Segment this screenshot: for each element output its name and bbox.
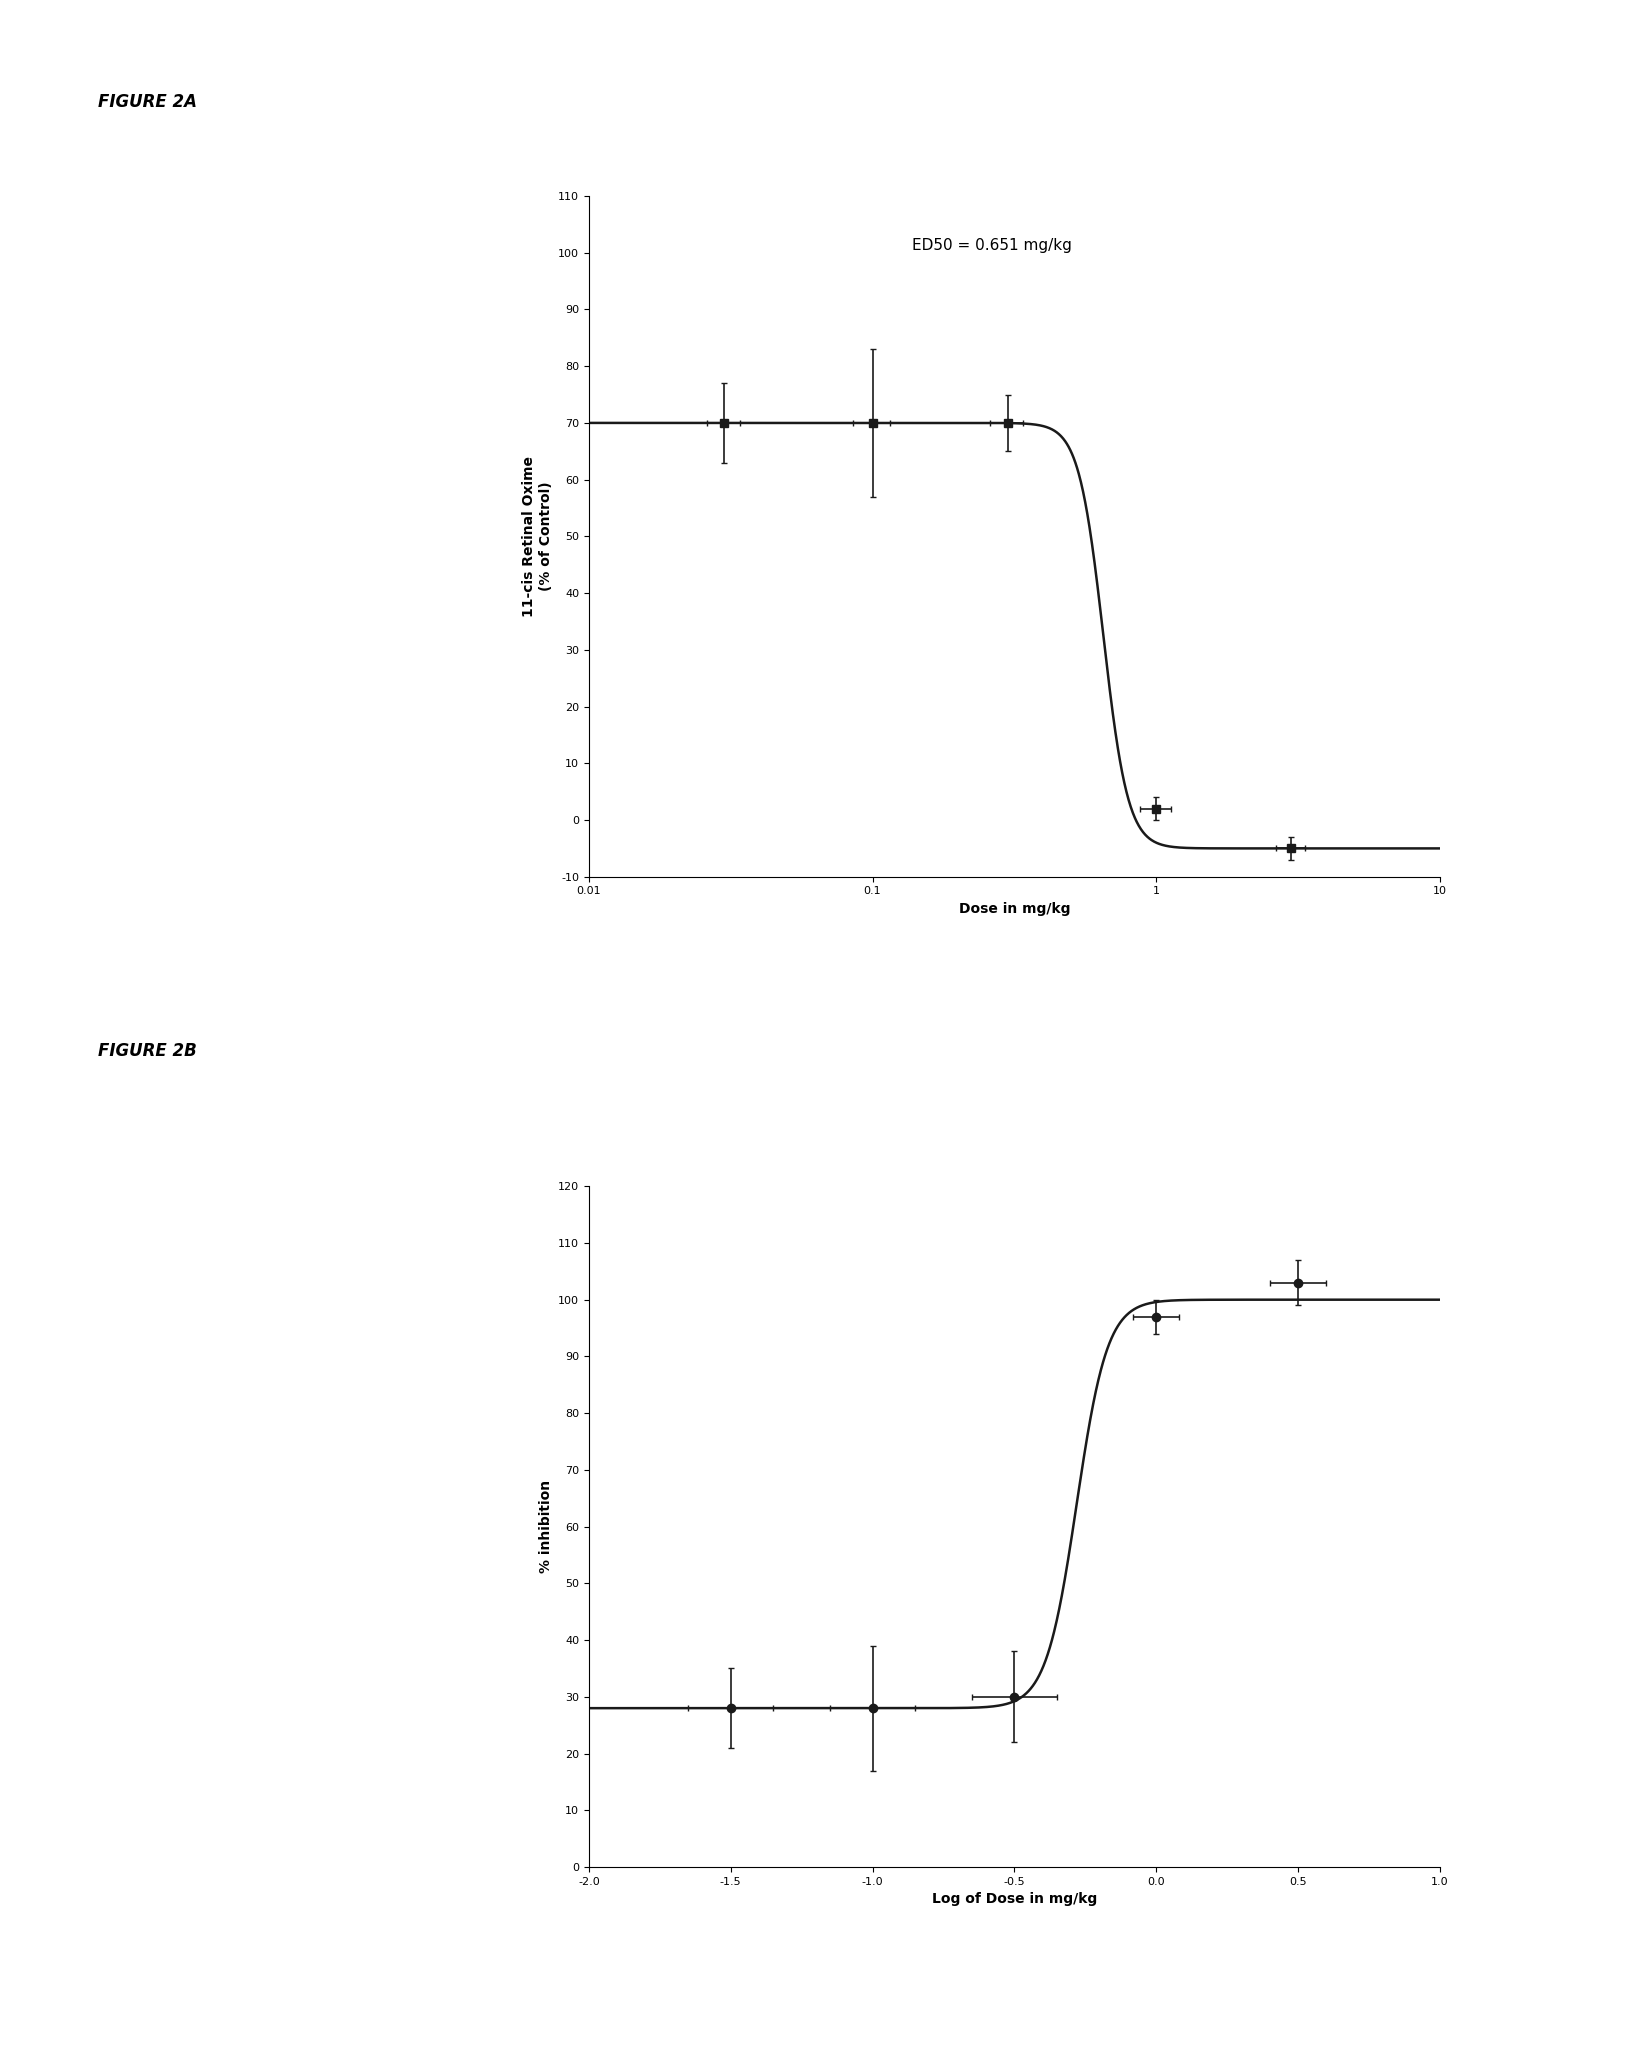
X-axis label: Dose in mg/kg: Dose in mg/kg xyxy=(959,902,1070,916)
Text: FIGURE 2A: FIGURE 2A xyxy=(98,93,198,111)
Y-axis label: 11-cis Retinal Oxime
(% of Control): 11-cis Retinal Oxime (% of Control) xyxy=(522,456,553,617)
Text: ED50 = 0.651 mg/kg: ED50 = 0.651 mg/kg xyxy=(913,239,1072,254)
Y-axis label: % inhibition: % inhibition xyxy=(538,1479,553,1574)
Text: FIGURE 2B: FIGURE 2B xyxy=(98,1042,196,1060)
X-axis label: Log of Dose in mg/kg: Log of Dose in mg/kg xyxy=(931,1892,1098,1906)
